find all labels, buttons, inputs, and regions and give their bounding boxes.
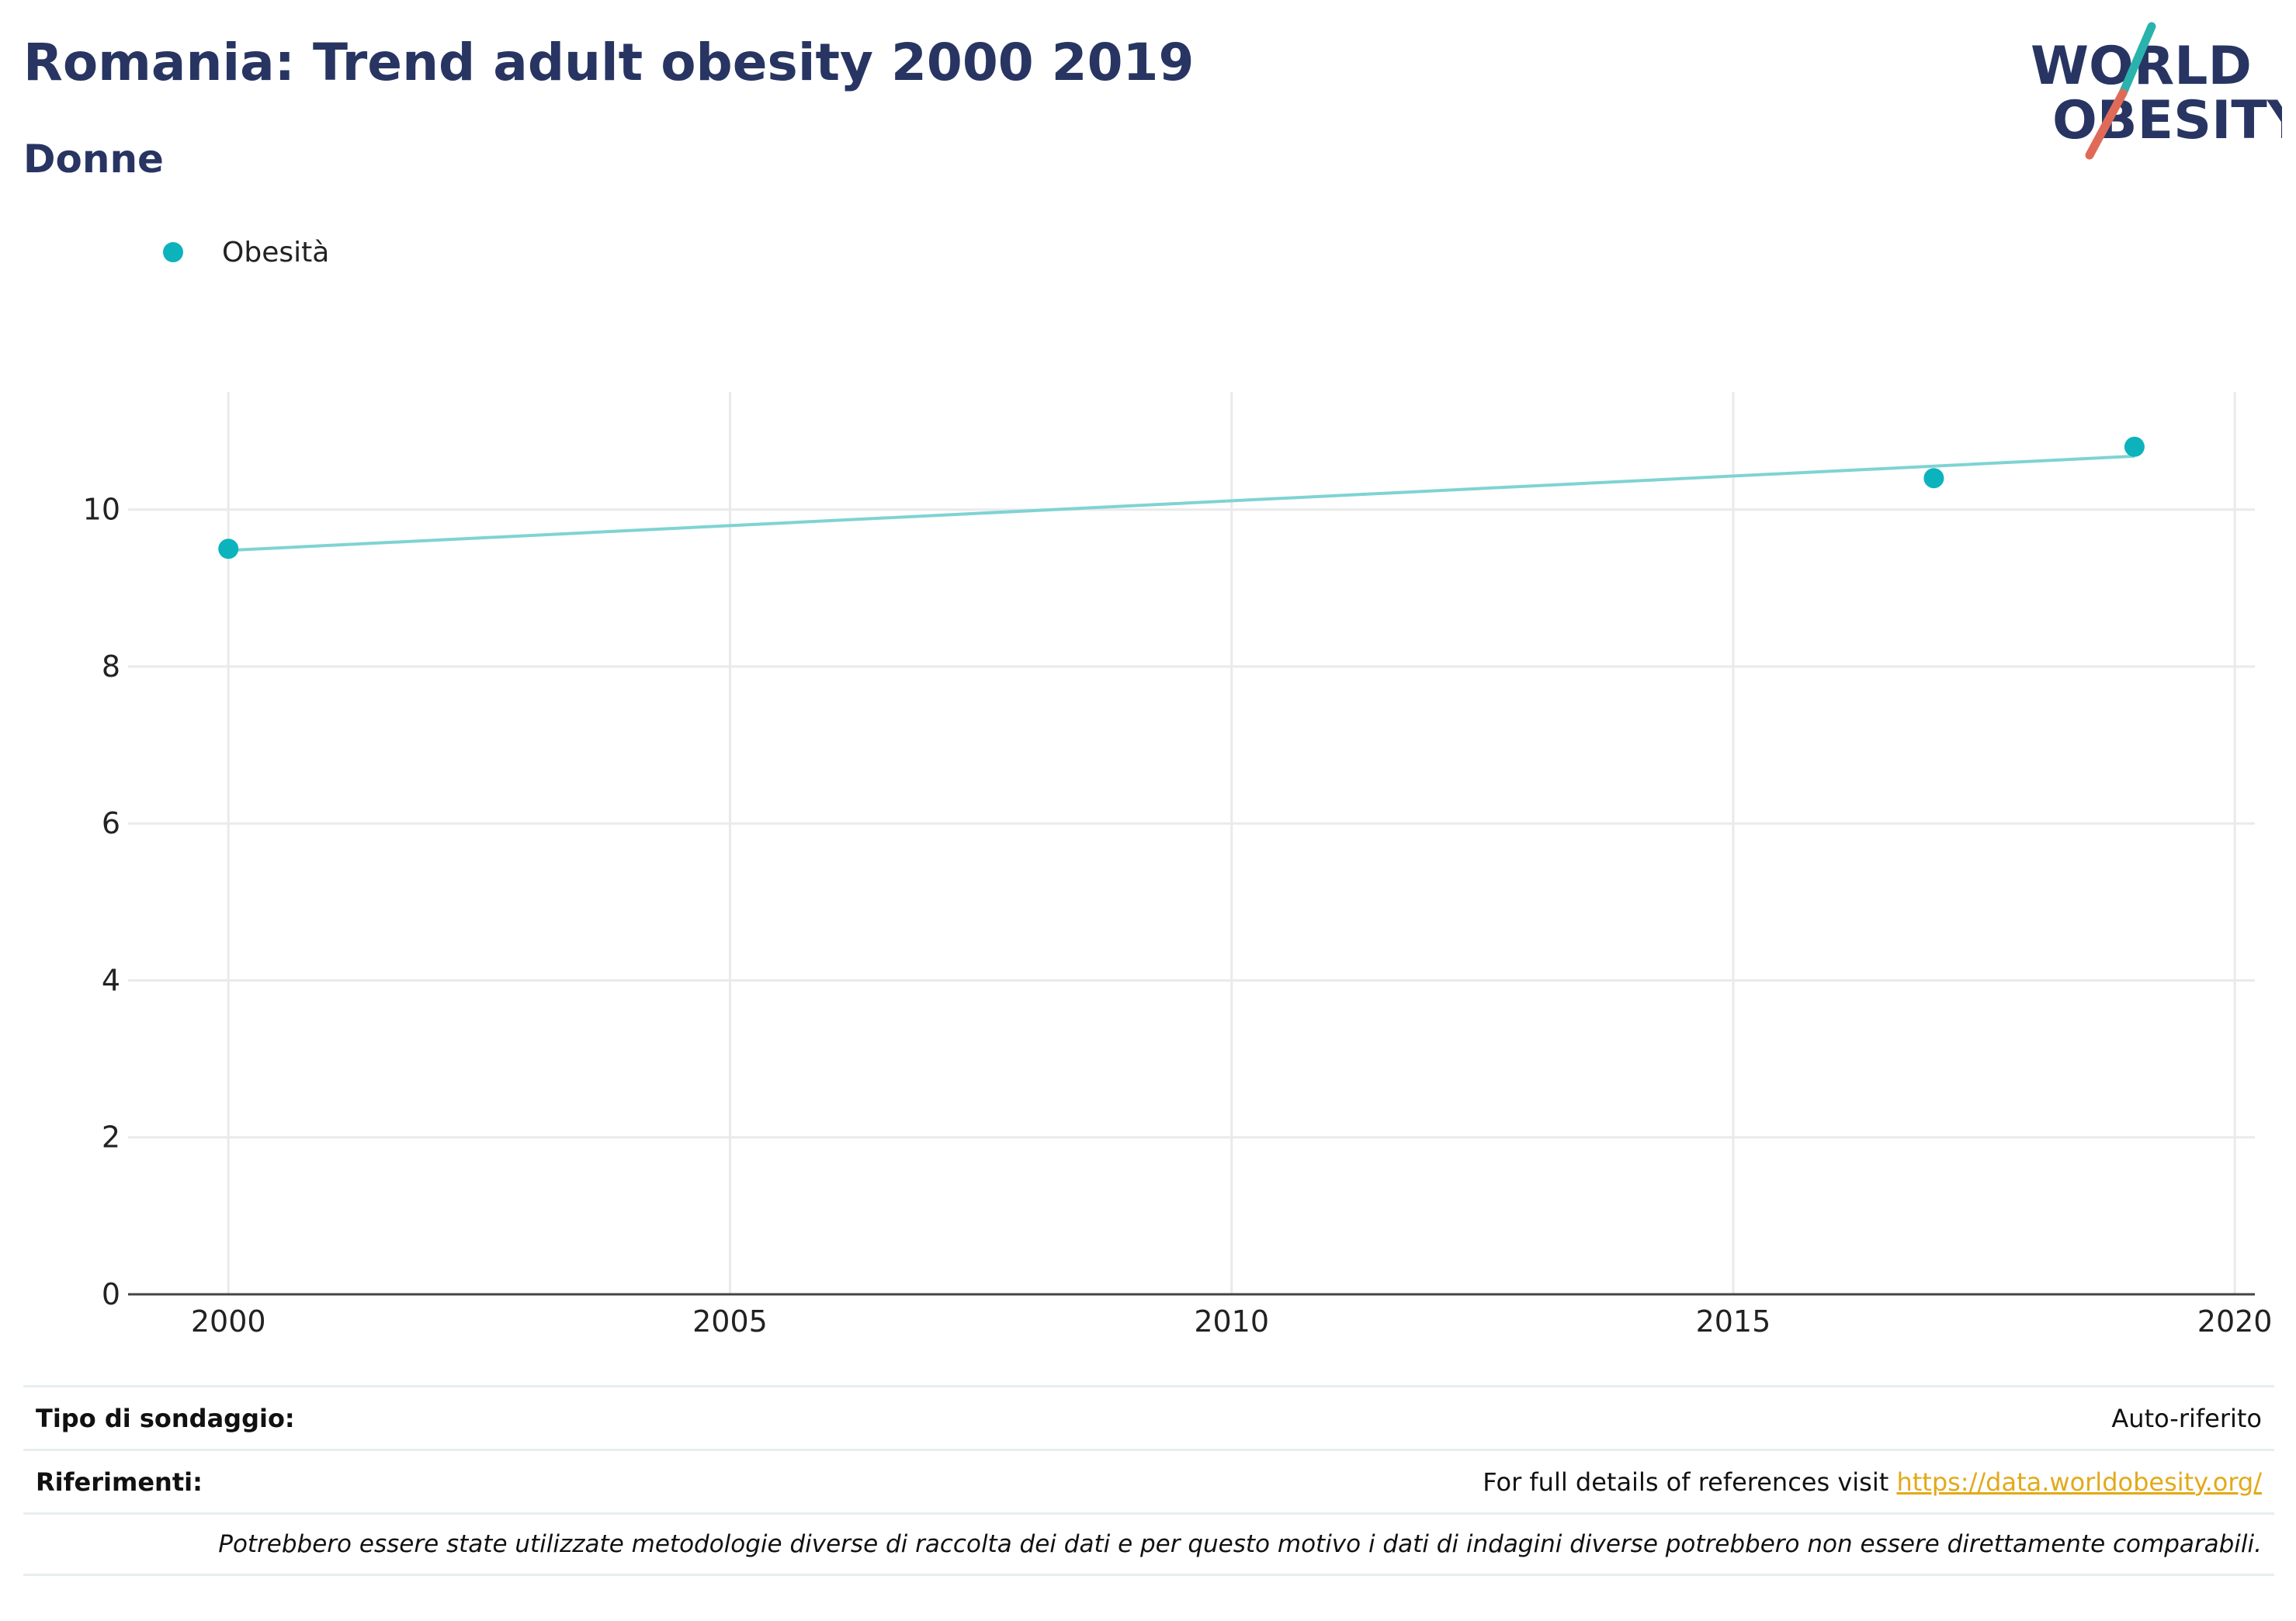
survey-type-label: Tipo di sondaggio: — [36, 1403, 295, 1433]
y-tick-label: 8 — [102, 649, 120, 684]
tick-labels: 0 2 4 6 8 10 2000 2005 2010 2015 2020 — [83, 493, 2273, 1339]
grid-lines — [128, 392, 2255, 1294]
y-tick-label: 2 — [102, 1120, 120, 1155]
y-tick-label: 4 — [102, 963, 120, 997]
x-tick-label: 2000 — [191, 1304, 266, 1339]
footer-row-references: Riferimenti: For full details of referen… — [23, 1449, 2274, 1512]
references-text: For full details of references visit — [1483, 1467, 1897, 1497]
logo-line2: OBESITY — [2052, 90, 2282, 151]
y-tick-label: 0 — [102, 1277, 120, 1311]
data-point — [1923, 468, 1944, 489]
chart-legend[interactable]: Obesità — [163, 233, 329, 272]
data-point — [218, 539, 239, 559]
data-points — [218, 436, 2145, 559]
data-point — [2124, 436, 2145, 457]
legend-label: Obesità — [222, 236, 330, 268]
logo-slash-teal-icon — [2118, 22, 2156, 98]
x-tick-label: 2010 — [1194, 1304, 1269, 1339]
chart-area: 0 2 4 6 8 10 2000 2005 2010 2015 2020 — [83, 392, 2273, 1339]
y-tick-label: 6 — [102, 806, 120, 840]
references-value: For full details of references visit htt… — [1483, 1467, 2262, 1497]
footer-row-survey: Tipo di sondaggio: Auto-riferito — [23, 1385, 2274, 1449]
logo-slash-red-icon — [2085, 88, 2128, 160]
footer-table: Tipo di sondaggio: Auto-riferito Riferim… — [23, 1385, 2274, 1576]
x-tick-label: 2020 — [2197, 1304, 2273, 1339]
survey-type-value: Auto-riferito — [2111, 1403, 2262, 1433]
references-label: Riferimenti: — [36, 1467, 203, 1497]
y-tick-label: 10 — [83, 493, 120, 527]
world-obesity-logo: WORLD OBESITY — [2031, 22, 2282, 160]
references-link[interactable]: https://data.worldobesity.org/ — [1896, 1467, 2262, 1497]
page-title: Romania: Trend adult obesity 2000 2019 — [23, 33, 1195, 92]
legend-marker-icon — [163, 242, 183, 262]
methodology-note: Potrebbero essere state utilizzate metod… — [218, 1530, 2262, 1558]
x-tick-label: 2005 — [692, 1304, 768, 1339]
footer-row-note: Potrebbero essere state utilizzate metod… — [23, 1512, 2274, 1576]
trendline — [228, 454, 2135, 552]
x-tick-label: 2015 — [1696, 1304, 1771, 1339]
page-subtitle: Donne — [23, 137, 164, 182]
trendline-layer — [228, 454, 2135, 552]
